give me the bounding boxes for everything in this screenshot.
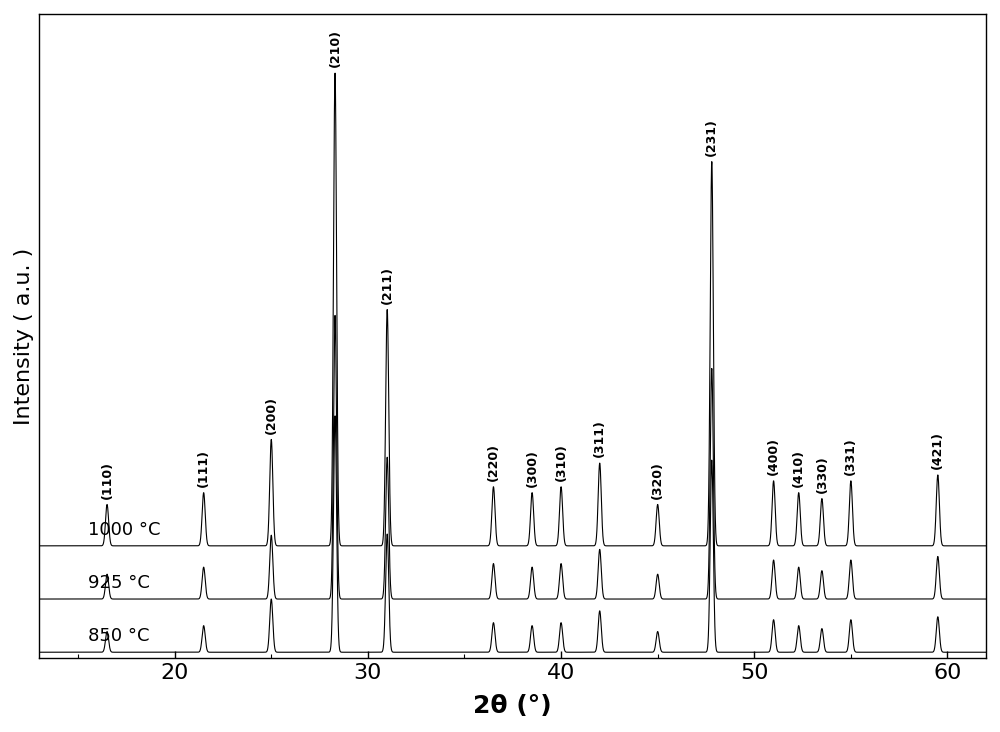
- Text: (311): (311): [593, 419, 606, 458]
- Text: (331): (331): [844, 437, 857, 475]
- Text: (421): (421): [931, 431, 944, 469]
- Text: 850 °C: 850 °C: [88, 627, 149, 645]
- Text: (320): (320): [651, 460, 664, 498]
- Text: 925 °C: 925 °C: [88, 574, 150, 592]
- Text: (210): (210): [329, 29, 342, 67]
- Y-axis label: Intensity ( a.u. ): Intensity ( a.u. ): [14, 247, 34, 425]
- Text: (400): (400): [767, 437, 780, 475]
- Text: (211): (211): [381, 266, 394, 304]
- Text: (330): (330): [815, 455, 828, 493]
- X-axis label: 2θ (°): 2θ (°): [473, 694, 552, 718]
- Text: (200): (200): [265, 395, 278, 433]
- Text: (300): (300): [526, 449, 539, 487]
- Text: (220): (220): [487, 443, 500, 481]
- Text: (410): (410): [792, 449, 805, 487]
- Text: (110): (110): [101, 460, 114, 498]
- Text: (231): (231): [705, 118, 718, 156]
- Text: (111): (111): [197, 449, 210, 487]
- Text: (310): (310): [555, 443, 568, 481]
- Text: 1000 °C: 1000 °C: [88, 520, 160, 539]
